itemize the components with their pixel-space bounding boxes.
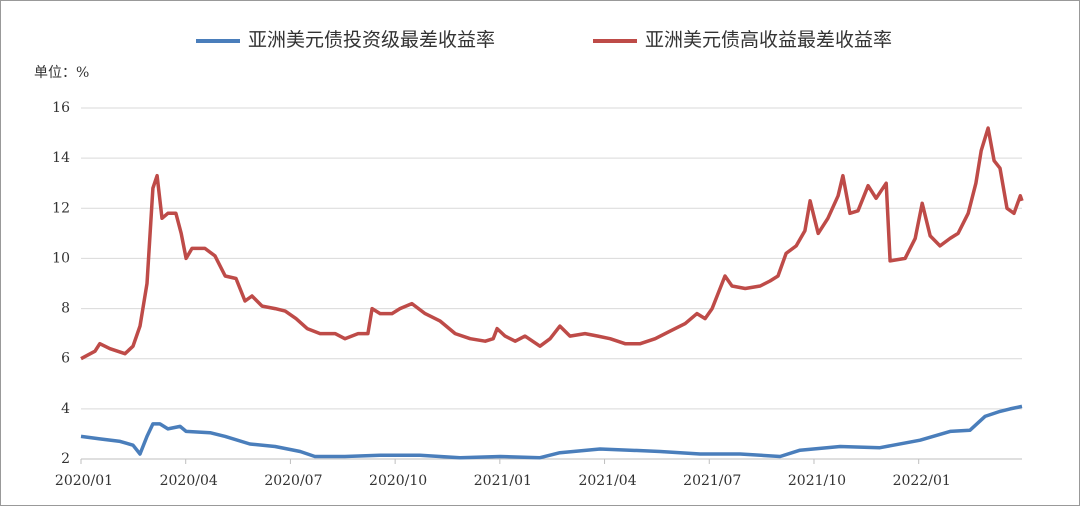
x-tick-label: 2020/01 [55, 473, 113, 489]
x-tick-label: 2021/04 [578, 473, 636, 489]
series-line [80, 404, 1023, 460]
x-tick-label: 2021/07 [683, 473, 741, 489]
y-tick-label: 6 [61, 351, 70, 367]
y-tick-label: 8 [61, 301, 70, 317]
y-tick-label: 2 [61, 451, 70, 467]
legend-label: 亚洲美元债投资级最差收益率 [248, 29, 495, 51]
unit-label: 单位：% [34, 65, 89, 81]
x-tick-label: 2022/01 [893, 473, 951, 489]
legend-label: 亚洲美元债高收益最差收益率 [645, 29, 892, 51]
x-tick-label: 2020/04 [160, 473, 218, 489]
x-tick-label: 2021/10 [788, 473, 846, 489]
y-tick-label: 10 [52, 250, 70, 266]
x-tick-label: 2020/10 [369, 473, 427, 489]
y-tick-label: 12 [52, 200, 70, 216]
x-tick-label: 2021/01 [474, 473, 532, 489]
y-tick-label: 14 [52, 150, 70, 166]
y-tick-label: 4 [61, 401, 70, 417]
series-line [80, 126, 1024, 361]
x-tick-label: 2020/07 [264, 473, 322, 489]
y-tick-label: 16 [52, 100, 70, 116]
